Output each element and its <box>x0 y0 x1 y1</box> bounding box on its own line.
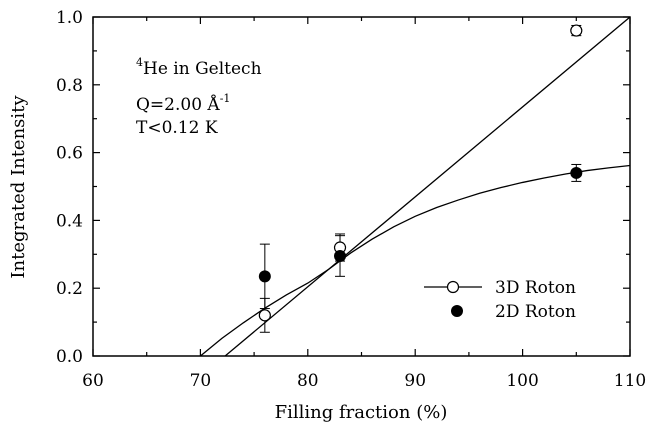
y-tick-labels: 0.0 0.2 0.4 0.6 0.8 1.0 <box>56 8 83 367</box>
annotation-temperature: T<0.12 K <box>136 118 218 138</box>
y-tick-label: 0.0 <box>56 347 83 367</box>
legend-label-2d: 2D Roton <box>495 302 576 322</box>
x-tick-label: 110 <box>614 371 646 391</box>
axis-ticks <box>92 16 631 357</box>
y-axis-title: Integrated Intensity <box>8 95 29 279</box>
annotation-q: Q=2.00 Å-1 <box>136 92 230 115</box>
fit-line-2d <box>199 164 630 356</box>
x-tick-label: 90 <box>404 371 426 391</box>
y-tick-label: 0.8 <box>56 76 83 96</box>
y-tick-label: 1.0 <box>56 8 83 28</box>
annotation-sample: 4He in Geltech <box>136 56 262 79</box>
point-2d <box>334 249 347 262</box>
point-3d <box>570 24 583 37</box>
x-tick-label: 100 <box>506 371 538 391</box>
point-2d <box>258 270 271 283</box>
fit-lines <box>199 17 630 356</box>
data-points <box>258 24 583 333</box>
x-tick-label: 70 <box>190 371 212 391</box>
y-tick-label: 0.2 <box>56 279 83 299</box>
annotation-q-exponent: -1 <box>220 92 231 105</box>
annotation-isotope: 4 <box>136 56 143 69</box>
point-2d <box>570 166 583 179</box>
x-tick-labels: 60 70 80 90 100 110 <box>82 371 646 391</box>
fit-line-3d <box>224 17 630 356</box>
y-tick-label: 0.6 <box>56 144 83 164</box>
legend-marker-3d <box>446 280 460 294</box>
x-axis-title: Filling fraction (%) <box>275 402 448 423</box>
plot-area <box>199 17 630 356</box>
legend-marker-2d <box>451 305 463 317</box>
point-3d <box>258 309 271 322</box>
legend-label-3d: 3D Roton <box>495 278 576 298</box>
x-tick-label: 60 <box>82 371 104 391</box>
y-tick-label: 0.4 <box>56 211 83 231</box>
legend: 3D Roton 2D Roton <box>424 278 576 322</box>
x-tick-label: 80 <box>297 371 319 391</box>
